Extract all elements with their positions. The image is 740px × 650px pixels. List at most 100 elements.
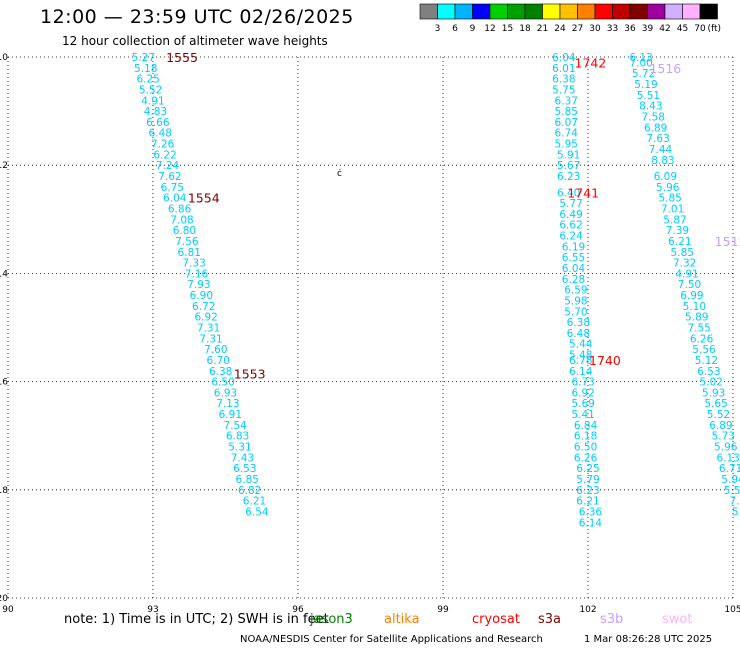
colorbar-tick-label: 9 [470,24,476,34]
wave-height-value: 6.83 [226,431,249,443]
pass-time-label: 1742 [575,55,607,70]
island-marker: ċ [337,169,342,179]
wave-height-value: 6.21 [668,236,691,248]
footer-note: note: 1) Time is in UTC; 2) SWH is in fe… [64,612,329,627]
wave-height-value: 8.43 [639,101,662,113]
wave-height-value: 5.48 [569,350,592,362]
wave-height-value: 6.74 [555,128,579,140]
wave-height-value: 7.13 [216,398,239,410]
wave-height-value: 6.36 [579,506,603,518]
colorbar-tick-label: 70 [694,24,706,34]
wave-height-value: 5.85 [555,106,578,118]
wave-height-value: 5.87 [663,214,686,226]
x-tick-label: 90 [2,605,14,615]
wave-height-colorbar: 3 6 9 12 15 18 21 24 27 30 33 36 39 42 45 70 (ft) [419,3,722,34]
colorbar-tick-label: 15 [502,24,513,34]
wave-height-value: 7.93 [187,279,210,291]
wave-height-value: 7.24 [156,160,180,172]
wave-height-value: 6.48 [149,128,172,140]
wave-height-value: 6.66 [146,117,170,129]
footer-credit: NOAA/NESDIS Center for Satellite Applica… [240,634,543,645]
wave-height-value: 5.56 [692,344,716,356]
wave-height-value: 6.86 [168,203,192,215]
colorbar-tick-label: 18 [519,24,531,34]
wave-height-value: 6.23 [557,171,580,183]
pass-time-label: 1554 [188,191,220,206]
y-tick-label: -14 [0,269,8,279]
wave-height-value: 7.39 [666,225,689,237]
x-tick-label: 105 [724,605,740,615]
satellite-legend-s3a: s3a [538,612,562,627]
wave-height-value: 6.80 [173,225,196,237]
wave-height-value: 5.5 [732,506,740,518]
wave-height-value: 5.52 [139,84,162,96]
wave-height-value: 6.59 [564,285,587,297]
wave-height-value: 5.72 [632,68,655,80]
wave-height-value: 7.58 [642,112,665,124]
colorbar-tick-label: 6 [452,24,458,34]
wave-height-value: 7.0 [729,496,740,508]
colorbar-tick-label: 42 [659,24,670,34]
wave-height-value: 5.93 [702,387,725,399]
colorbar-tick-label: 36 [624,24,636,34]
wave-height-value: 8.83 [651,155,674,167]
wave-height-value: 5.91 [557,149,580,161]
x-tick-label: 102 [579,605,596,615]
wave-height-value: 7.43 [231,452,254,464]
pass-time-label: 1515 [715,234,740,249]
wave-height-value: 5.75 [552,84,575,96]
wave-height-value: 6.21 [243,496,266,508]
y-tick-label: -16 [0,378,8,388]
wave-height-value: 5.52 [707,409,730,421]
colorbar-tick-label: 12 [484,24,495,34]
wave-height-value: 6.49 [559,209,582,221]
wave-height-value: 6.13 [716,452,739,464]
wave-height-value: 6.40 [557,187,580,199]
wave-height-value: 7.16 [185,268,209,280]
wave-height-value: 5.41 [571,409,594,421]
satellite-legend-cryosat: cryosat [472,612,520,627]
wave-height-value: 6.92 [194,312,217,324]
pass-time-label: 1741 [567,185,599,200]
colorbar-tick-label: 21 [537,24,548,34]
wave-height-value: 5.31 [228,442,251,454]
wave-height-value: 5.18 [134,63,157,75]
colorbar-tick-label: 27 [572,24,583,34]
y-tick-label: -12 [0,161,8,171]
wave-height-value: 6.21 [576,496,599,508]
wave-height-value: 5.79 [576,474,599,486]
wave-height-value: 5.98 [564,295,587,307]
wave-height-value: 6.89 [709,420,732,432]
wave-height-value: 6.14 [569,366,593,378]
chart-subtitle: 12 hour collection of altimeter wave hei… [62,34,328,48]
wave-height-value: 6.04 [562,263,586,275]
colorbar-tick-label: 24 [554,24,566,34]
wave-height-value: 7.56 [175,236,199,248]
wave-height-value: 5.77 [559,198,582,210]
wave-height-value: 6.70 [207,355,230,367]
footer-generated-time: 1 Mar 08:26:28 UTC 2025 [584,634,713,645]
wave-height-value: 7.31 [199,333,222,345]
x-tick-label: 99 [437,605,449,615]
wave-height-value: 6.38 [567,317,590,329]
wave-height-value: 6.23 [576,485,599,497]
colorbar-tick-label: 45 [677,24,688,34]
wave-height-value: 5.89 [685,312,708,324]
wave-height-value: 7.55 [687,323,710,335]
wave-height-value: 6.26 [574,452,598,464]
wave-height-value: 6.53 [697,366,720,378]
wave-height-value: 6.18 [574,431,597,443]
x-tick-label: 96 [292,605,304,615]
wave-height-value: 6.37 [555,95,578,107]
pass-time-label: 1516 [649,61,681,76]
wave-height-value: 6.09 [654,171,677,183]
pass-time-label: 1740 [589,353,621,368]
wave-height-value: 5.69 [571,398,594,410]
wave-height-value: 6.01 [552,63,575,75]
wave-height-value: 6.24 [559,231,583,243]
wave-height-value: 6.93 [214,387,237,399]
colorbar-unit-label: (ft) [708,24,722,34]
colorbar-swatch [699,3,718,20]
pass-time-label: 1553 [234,366,266,381]
pass-time-label: 1555 [166,50,198,65]
